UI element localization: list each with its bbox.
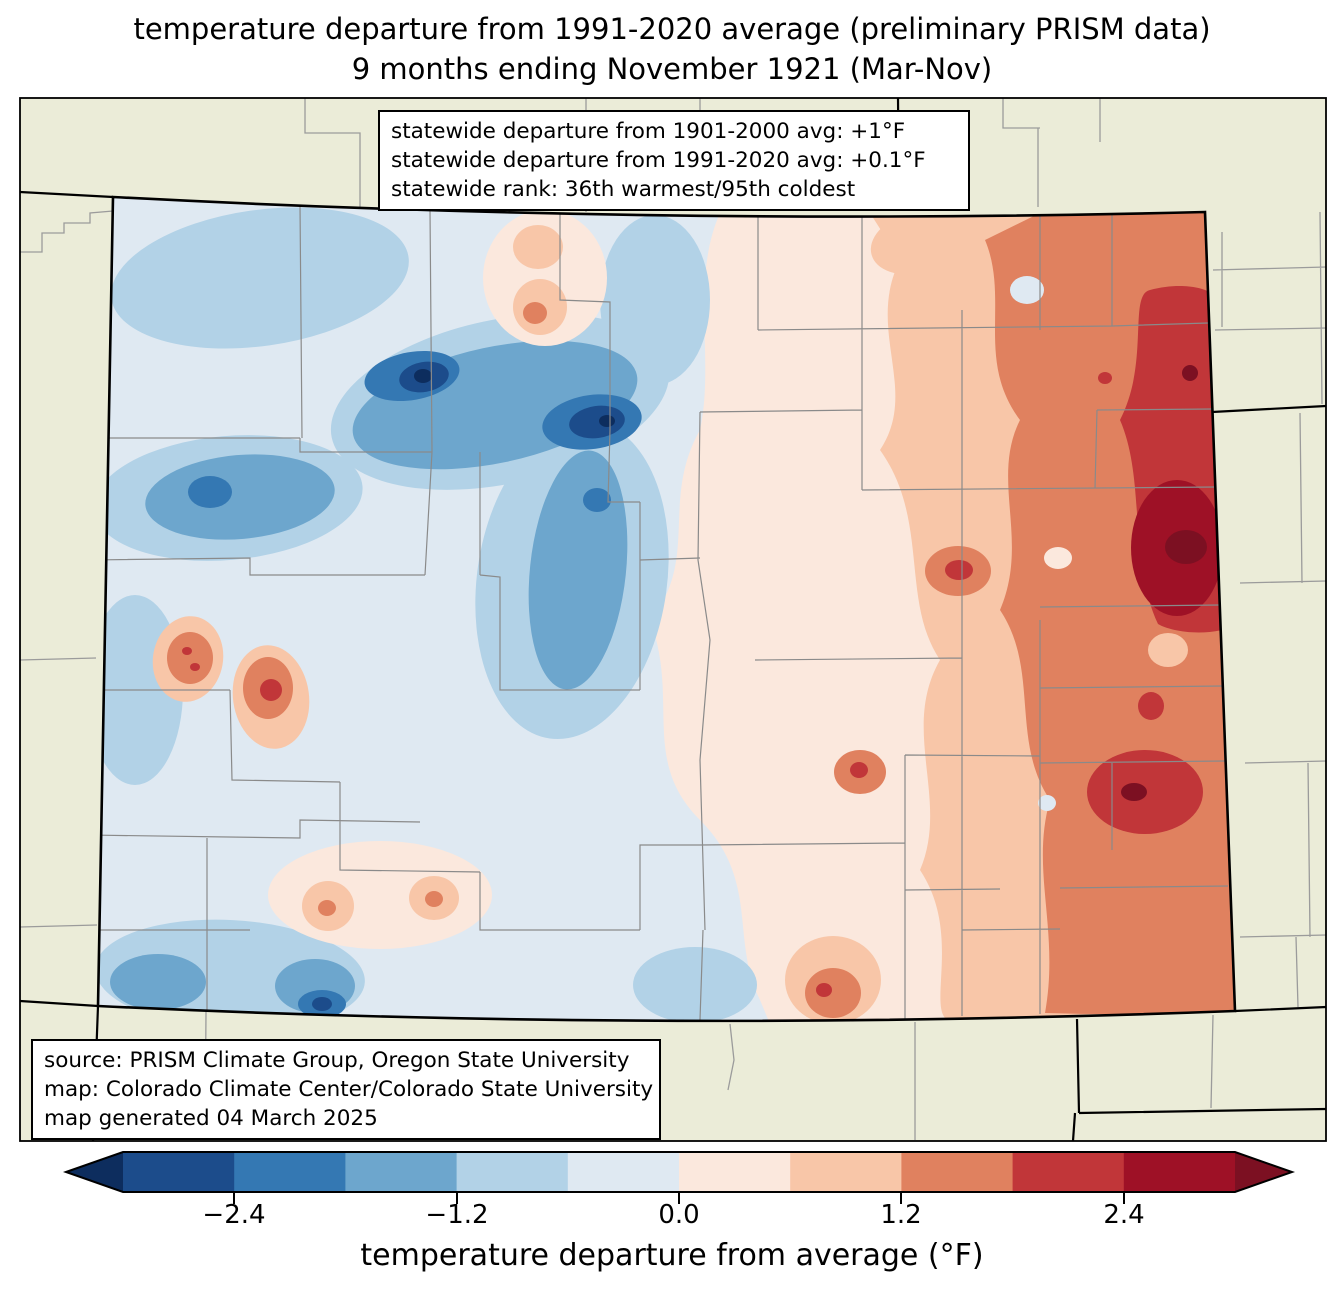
colorado-border [96, 195, 1237, 1023]
colorbar-over-arrow [1235, 1152, 1292, 1192]
stats-line-1991-2020: statewide departure from 1991-2020 avg: … [391, 148, 926, 174]
colorbar-under-arrow [66, 1152, 123, 1192]
cool-pocket-blobs [1010, 276, 1188, 811]
colorbar [62, 1151, 1296, 1204]
colorbar-tick-2.4: 2.4 [1103, 1200, 1145, 1230]
colorado-temperature-field [98, 197, 1235, 1021]
chart-title-line1: temperature departure from 1991-2020 ave… [133, 12, 1211, 46]
generated-date-line: map generated 04 March 2025 [44, 1106, 378, 1132]
colorbar-ticks [233, 1192, 1125, 1204]
axes-frame [19, 97, 1327, 1142]
county-lines [98, 204, 1229, 1021]
colorbar-outline [62, 1151, 1296, 1193]
source-box: source: PRISM Climate Group, Oregon Stat… [31, 1039, 661, 1141]
blue-core-blobs [188, 350, 642, 1018]
colorbar-tick-1.2: 1.2 [880, 1200, 922, 1230]
stats-line-1901-2000: statewide departure from 1901-2000 avg: … [391, 119, 906, 144]
warm-spot-blobs [152, 210, 991, 1021]
colorbar-tick-neg2.4: −2.4 [202, 1200, 266, 1230]
statewide-stats-box: statewide departure from 1901-2000 avg: … [378, 110, 970, 212]
colorbar-tick-0.0: 0.0 [658, 1200, 700, 1230]
stats-line-rank: statewide rank: 36th warmest/95th coldes… [391, 177, 856, 203]
colorbar-tick-neg1.2: −1.2 [425, 1200, 489, 1230]
red-core-blobs [1087, 365, 1223, 834]
source-line: source: PRISM Climate Group, Oregon Stat… [44, 1048, 630, 1073]
colorbar-axis-label: temperature departure from average (°F) [360, 1238, 984, 1273]
chart-title-line2: 9 months ending November 1921 (Mar-Nov) [351, 52, 993, 86]
map-credit-line: map: Colorado Climate Center/Colorado St… [44, 1077, 654, 1103]
